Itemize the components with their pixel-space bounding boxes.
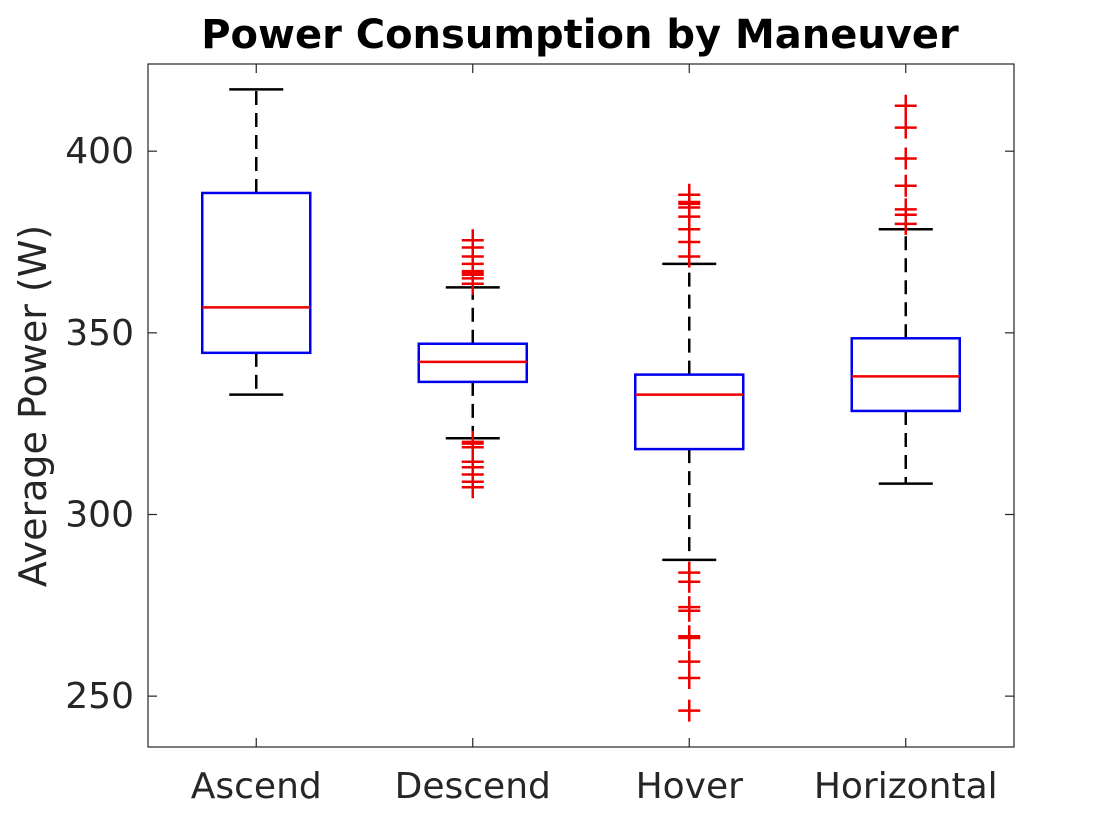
outlier-point: [678, 625, 701, 648]
outlier-point: [894, 94, 917, 117]
axes-layer: 250 300 350 400 Ascend Descend Hover Horizontal: [65, 64, 1014, 807]
x-tick-label: Ascend: [191, 766, 322, 807]
y-axis-label: Average Power (W): [11, 225, 55, 587]
box-group-ascend: [201, 88, 312, 396]
box-group-horizontal: [850, 94, 961, 485]
boxes-layer: [201, 88, 961, 722]
outlier-point: [678, 650, 701, 673]
outlier-point: [461, 229, 484, 252]
outlier-point: [894, 174, 917, 197]
y-tick-label: 300: [65, 494, 134, 535]
y-tick-label: 400: [65, 131, 134, 172]
outlier-point: [678, 596, 701, 619]
box-group-hover: [634, 183, 745, 722]
outlier-point: [678, 183, 701, 206]
iqr-box: [201, 191, 312, 355]
outlier-point: [461, 430, 484, 453]
iqr-box: [634, 373, 745, 451]
y-tick-label: 350: [65, 313, 134, 354]
outlier-point: [894, 198, 917, 221]
outlier-point: [894, 147, 917, 170]
plot-area-frame: [147, 63, 1015, 748]
outlier-point: [678, 561, 701, 584]
iqr-box: [850, 337, 961, 413]
x-tick-label: Descend: [395, 766, 551, 807]
outlier-point: [894, 116, 917, 139]
y-tick-label: 250: [65, 676, 134, 717]
outlier-point: [678, 699, 701, 722]
box-group-descend: [417, 229, 528, 499]
x-tick-label: Horizontal: [814, 766, 998, 807]
chart-title: Power Consumption by Maneuver: [201, 12, 959, 58]
x-tick-label: Hover: [636, 766, 744, 807]
